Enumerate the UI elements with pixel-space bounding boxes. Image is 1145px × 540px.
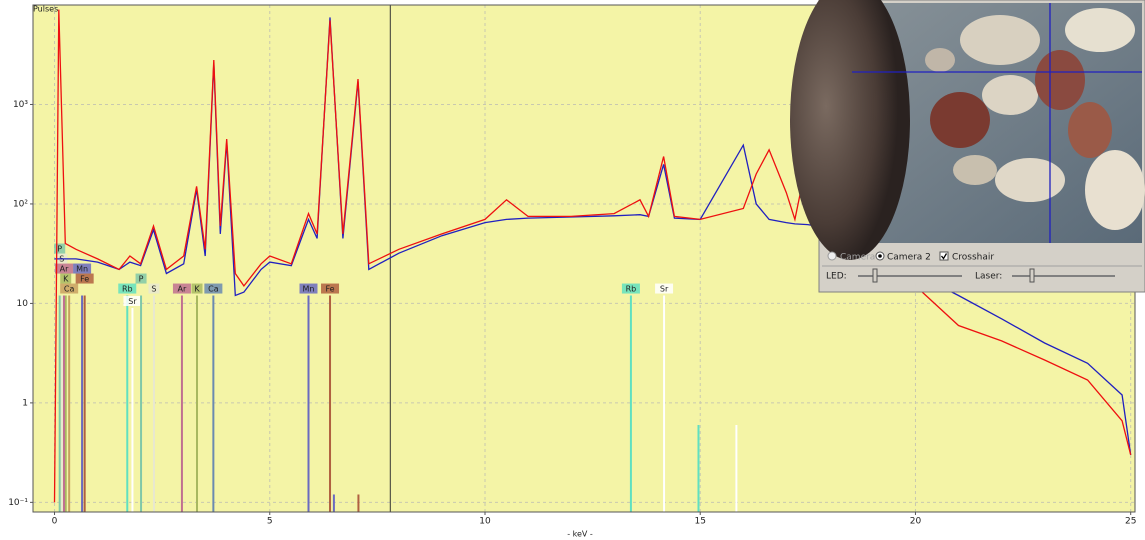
y-tick-label: 10 bbox=[17, 299, 29, 309]
y-tick-label: 1 bbox=[22, 398, 28, 408]
option-label: Camera 1 bbox=[840, 253, 884, 263]
element-label-box bbox=[123, 295, 142, 306]
element-label-box bbox=[172, 283, 191, 294]
element-label-box bbox=[118, 283, 137, 294]
element-label: Sr bbox=[660, 285, 669, 294]
y-tick-label: 10⁻¹ bbox=[8, 498, 28, 508]
x-tick-label: 10 bbox=[479, 517, 491, 527]
checkbox-crosshair[interactable] bbox=[939, 251, 949, 261]
element-label-box bbox=[655, 283, 674, 294]
x-tick-label: 0 bbox=[52, 517, 58, 527]
element-label-box bbox=[54, 263, 73, 274]
element-label-box bbox=[60, 273, 72, 284]
element-label: K bbox=[63, 275, 69, 284]
element-label-box bbox=[73, 263, 92, 274]
element-label: Mn bbox=[303, 285, 315, 294]
element-label-box bbox=[135, 273, 147, 284]
element-label: Rb bbox=[626, 285, 637, 294]
element-label-box bbox=[54, 243, 66, 254]
camera-image-rocks bbox=[925, 8, 1145, 230]
camera-image-lens bbox=[790, 0, 910, 260]
laser-label: Laser: bbox=[975, 272, 1002, 282]
led-slider-thumb[interactable] bbox=[872, 268, 878, 283]
element-label: Ar bbox=[60, 265, 69, 274]
y-tick-label: 10² bbox=[13, 199, 28, 209]
element-label: Fe bbox=[325, 285, 334, 294]
check-mark bbox=[940, 253, 948, 260]
element-label-box bbox=[75, 273, 94, 284]
element-label-box bbox=[621, 283, 640, 294]
camera-panel: Camera 1 Camera 2 Crosshair LED: Laser: bbox=[790, 0, 1145, 293]
element-label: K bbox=[194, 285, 200, 294]
radio-dot bbox=[878, 254, 882, 258]
element-label-box bbox=[148, 283, 160, 294]
element-label: Ar bbox=[178, 285, 187, 294]
element-label-box bbox=[60, 283, 79, 294]
element-label: Rb bbox=[122, 285, 133, 294]
element-label-box bbox=[299, 283, 318, 294]
x-tick-label: 5 bbox=[267, 517, 273, 527]
x-axis-label: - keV - bbox=[567, 530, 593, 539]
x-tick-label: 15 bbox=[695, 517, 706, 527]
radio-camera-1[interactable] bbox=[827, 251, 837, 261]
element-label-box bbox=[321, 283, 340, 294]
laser-slider-thumb[interactable] bbox=[1029, 268, 1035, 283]
element-label: Ca bbox=[208, 285, 219, 294]
element-label-box bbox=[191, 283, 203, 294]
element-label: S bbox=[151, 285, 156, 294]
option-label: Camera 2 bbox=[887, 253, 931, 263]
element-label: Mn bbox=[76, 265, 88, 274]
led-label: LED: bbox=[826, 272, 847, 282]
y-axis-label: Pulses bbox=[33, 5, 58, 14]
x-tick-label: 20 bbox=[910, 517, 922, 527]
element-label: P bbox=[139, 275, 144, 284]
element-label: Sr bbox=[128, 297, 137, 306]
element-label: Fe bbox=[80, 275, 89, 284]
element-label: P bbox=[57, 245, 62, 254]
element-label: Ca bbox=[64, 285, 75, 294]
x-tick-label: 25 bbox=[1125, 517, 1136, 527]
element-label-box bbox=[204, 283, 223, 294]
y-tick-label: 10³ bbox=[13, 100, 28, 110]
option-label: Crosshair bbox=[952, 253, 994, 263]
